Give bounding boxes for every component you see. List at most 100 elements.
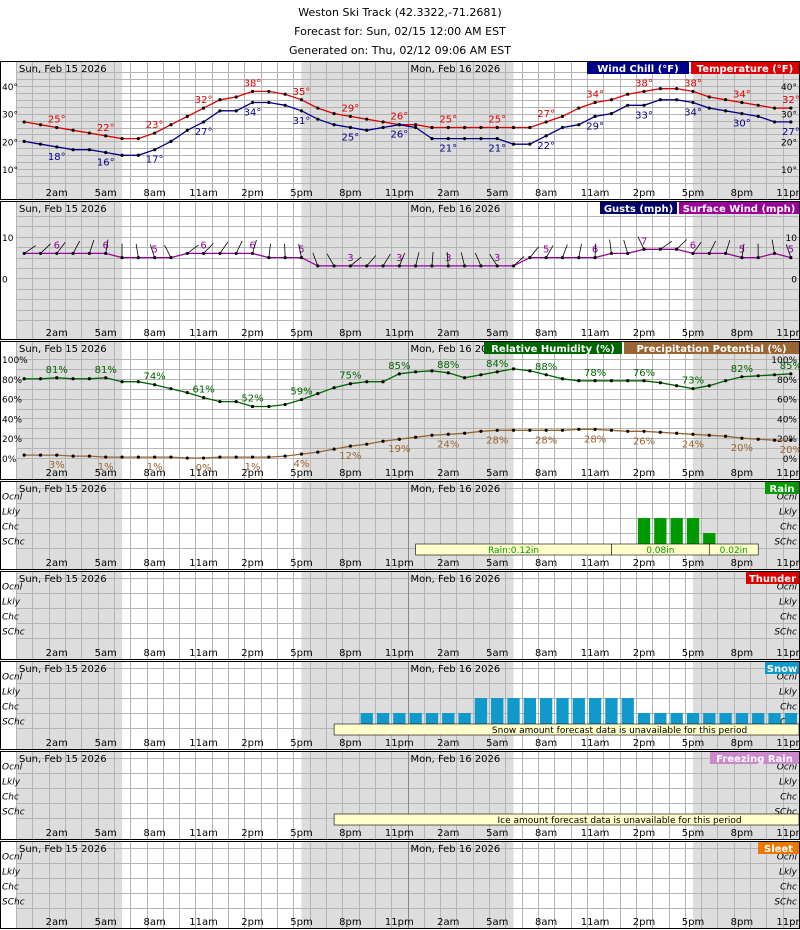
- data-label: 34°: [684, 108, 702, 119]
- wind-barb: [40, 243, 51, 254]
- legend-label: Relative Humidity (%): [491, 344, 615, 355]
- y-tick-label: Lkly: [2, 508, 21, 518]
- x-tick-label: 11pm: [776, 328, 800, 339]
- wind-barb: [578, 243, 582, 258]
- data-label: 88%: [535, 362, 557, 373]
- y-tick-label: 10: [2, 234, 14, 244]
- wind-barb: [474, 252, 482, 267]
- x-tick-label: 11pm: [776, 917, 800, 928]
- data-label: 73%: [682, 376, 704, 387]
- data-point: [642, 429, 646, 433]
- x-tick-label: 5pm: [290, 738, 312, 749]
- x-tick-label: 5pm: [682, 738, 704, 749]
- data-point: [560, 428, 565, 432]
- data-label: 5: [298, 245, 304, 256]
- data-point: [528, 369, 532, 373]
- data-point: [479, 429, 483, 433]
- x-tick-label: 11pm: [385, 917, 414, 928]
- data-point: [38, 453, 43, 457]
- legend-swatch: [746, 572, 799, 584]
- y-tick-label: 100%: [2, 356, 28, 366]
- legend-label: Rain: [770, 484, 795, 495]
- y-tick-label: Lkly: [2, 598, 21, 608]
- y-tick-label: Chc: [2, 613, 19, 623]
- y-tick-label: Ocnl: [2, 763, 23, 773]
- data-label: 26%: [633, 436, 655, 447]
- x-tick-label: 2pm: [241, 648, 263, 659]
- data-point: [185, 128, 189, 132]
- x-tick-label: 8pm: [731, 917, 753, 928]
- x-tick-label: 5pm: [290, 188, 312, 199]
- chart-title: Weston Ski Track (42.3322,-71.2681): [298, 6, 502, 19]
- x-tick-label: 8pm: [339, 648, 361, 659]
- data-point: [136, 380, 140, 384]
- data-point: [348, 114, 353, 118]
- data-point: [789, 438, 793, 442]
- data-point: [707, 433, 711, 437]
- data-point: [299, 452, 304, 456]
- data-label: 12%: [339, 451, 361, 462]
- wind-barb: [446, 251, 449, 266]
- wind-barb: [415, 252, 420, 267]
- y-tick-label: 80%: [2, 376, 22, 386]
- wind-barb: [135, 243, 139, 258]
- data-point: [299, 397, 304, 402]
- y-tick-label: 60%: [777, 396, 797, 406]
- precip-bar: [605, 698, 618, 728]
- y-tick-label: Ocnl: [777, 673, 798, 683]
- x-tick-label: 5am: [95, 468, 117, 479]
- legend-label: Gusts (mph): [604, 204, 673, 215]
- x-tick-label: 11am: [189, 648, 218, 659]
- data-label: 27°: [782, 127, 800, 138]
- wind-barb: [489, 253, 498, 267]
- y-tick-label: 60%: [2, 396, 22, 406]
- data-point: [38, 142, 43, 146]
- data-point: [414, 125, 418, 130]
- x-tick-label: 8pm: [731, 738, 753, 749]
- wind-barb: [741, 243, 745, 258]
- data-point: [283, 402, 287, 407]
- data-point: [218, 399, 222, 404]
- data-point: [120, 380, 124, 384]
- data-point: [626, 429, 630, 433]
- x-tick-label: 11am: [189, 188, 218, 199]
- precip-bar: [621, 698, 634, 728]
- data-point: [71, 377, 75, 381]
- wind-barb: [785, 244, 792, 258]
- data-label: 25°: [48, 115, 66, 126]
- y-tick-label: Ocnl: [777, 763, 798, 773]
- data-point: [104, 150, 108, 155]
- x-tick-label: 2am: [46, 828, 68, 839]
- amount-box: [708, 543, 759, 556]
- x-tick-label: 2pm: [241, 468, 263, 479]
- y-tick-label: Lkly: [779, 508, 798, 518]
- data-point: [267, 89, 271, 94]
- wind-barb: [366, 255, 377, 267]
- data-point: [511, 428, 516, 432]
- x-tick-label: 8am: [535, 648, 557, 659]
- precip-bar: [540, 698, 553, 728]
- data-point: [707, 95, 711, 99]
- data-point: [71, 128, 75, 132]
- data-label: 24%: [437, 439, 459, 450]
- x-tick-label: 11pm: [385, 328, 414, 339]
- data-point: [397, 123, 401, 127]
- data-label: 34°: [586, 90, 604, 101]
- data-label: 0%: [196, 463, 212, 474]
- x-tick-label: 5pm: [682, 188, 704, 199]
- x-tick-label: 5pm: [682, 648, 704, 659]
- data-point: [462, 431, 467, 435]
- data-label: 34°: [244, 108, 262, 119]
- data-point: [528, 125, 532, 130]
- data-label: 85%: [780, 361, 800, 372]
- data-label: 52%: [241, 394, 263, 405]
- y-tick-label: 20°: [2, 138, 18, 148]
- data-point: [104, 455, 108, 459]
- wind-barb: [637, 236, 645, 250]
- day-label: Mon, Feb 16 2026: [411, 664, 501, 675]
- wind-barb: [460, 252, 465, 267]
- data-point: [756, 114, 760, 118]
- data-label: 25°: [439, 115, 457, 126]
- x-tick-label: 5am: [95, 828, 117, 839]
- y-tick-label: Lkly: [779, 868, 798, 878]
